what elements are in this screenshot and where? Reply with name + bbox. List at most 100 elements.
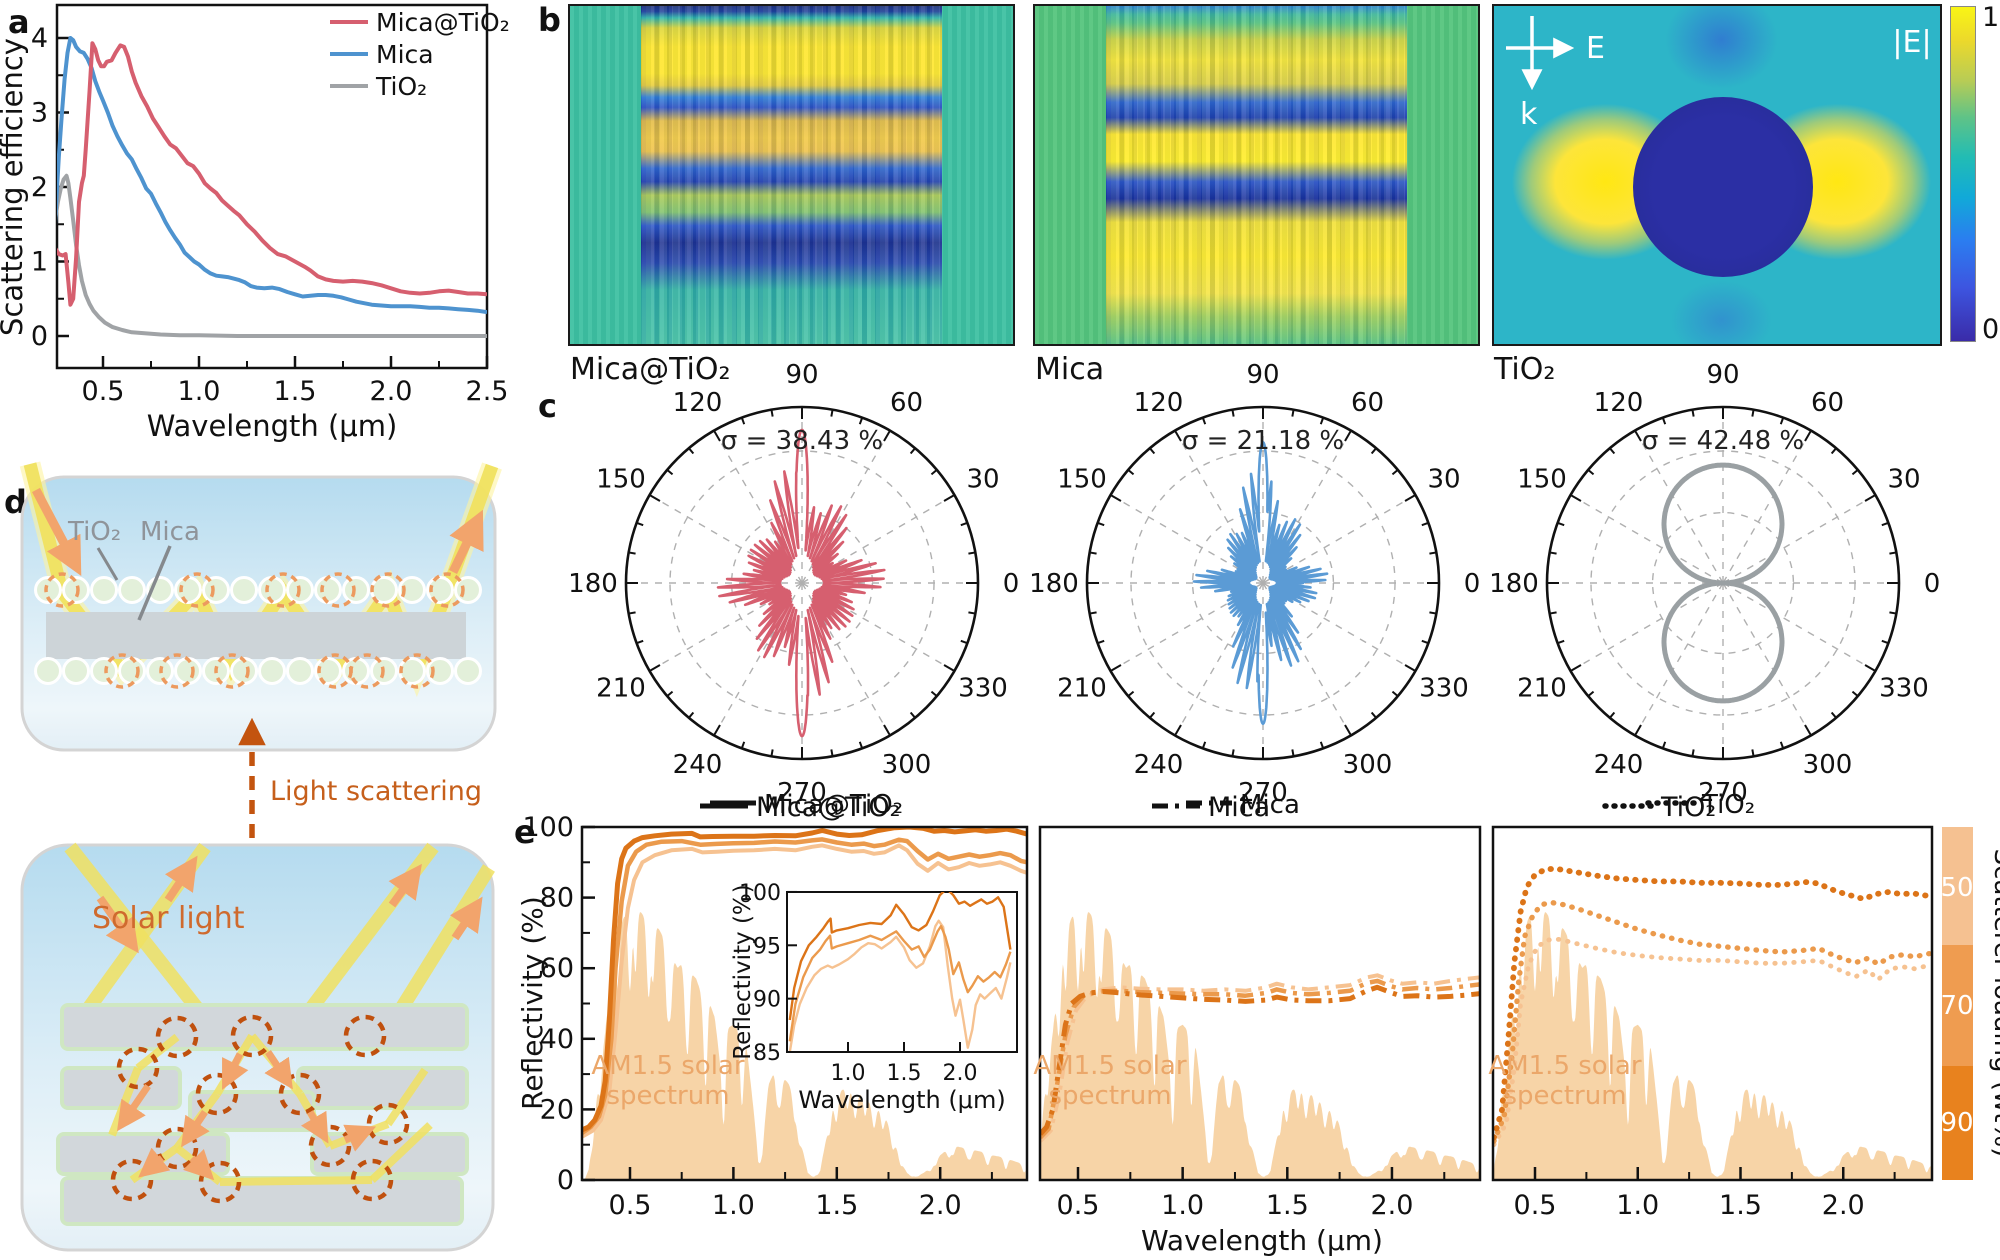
angle-label-300: 300 <box>1343 750 1393 780</box>
svg-text:2.0: 2.0 <box>943 1061 978 1086</box>
beam-direction-arrows <box>96 855 483 954</box>
svg-text:0: 0 <box>31 321 48 352</box>
angle-label-330: 330 <box>1419 674 1469 704</box>
panel-letter-b: b <box>538 1 561 39</box>
svg-text:1.0: 1.0 <box>1161 1190 1204 1221</box>
svg-text:100: 100 <box>739 881 781 906</box>
incident-light-arrow-icon <box>32 487 82 577</box>
angle-label-210: 210 <box>596 674 646 704</box>
svg-text:3: 3 <box>31 98 48 129</box>
colorbar-title: Scatterer loading (wt%) <box>1988 849 2000 1158</box>
am15-solar-spectrum <box>584 912 1026 1180</box>
am15-label: spectrum <box>1503 1081 1626 1111</box>
panel-legends: Mica@TiO₂ Mica TiO₂ <box>700 792 1716 823</box>
loading-70-swatch <box>1942 945 1973 1066</box>
plot-frame <box>1038 825 1482 1182</box>
svg-text:0.5: 0.5 <box>1057 1190 1100 1221</box>
angle-label-300: 300 <box>1803 750 1853 780</box>
svg-text:1.0: 1.0 <box>178 376 221 407</box>
reflectivity-curve-50 wt% <box>1040 973 1480 1143</box>
scatter-direction-arrows <box>117 1050 377 1181</box>
polar-plot-mica-tio2: 0 30 60 90 120 150 180 210 240 270 300 330 <box>568 360 1019 808</box>
legend-label-mica-tio2: Mica@TiO₂ <box>764 790 903 820</box>
polar-legend: Mica@TiO₂ Mica TiO₂ <box>710 790 1755 820</box>
field-stripes <box>1035 6 1478 344</box>
svg-text:90: 90 <box>753 988 781 1013</box>
am15-solar-spectrum <box>1493 912 1932 1180</box>
curve-Mica@TiO₂ <box>57 41 487 307</box>
k-vector-label: k <box>1520 97 1538 132</box>
angle-label-90: 90 <box>1246 360 1279 390</box>
loading-90-swatch <box>1942 1066 1973 1180</box>
angle-label-30: 30 <box>1427 465 1460 495</box>
angle-label-150: 150 <box>1057 465 1107 495</box>
panel-letter-c: c <box>538 387 557 425</box>
e-field-label: E <box>1586 31 1605 66</box>
svg-text:95: 95 <box>753 934 781 959</box>
angle-label-90: 90 <box>785 360 818 390</box>
pattern-TiO₂ <box>1661 462 1785 704</box>
polar-plot-tio2: 0 30 60 90 120 150 180 210 240 270 300 330 <box>1489 360 1940 808</box>
light-scattering-schematic: TiO₂ Mica Light scattering <box>19 461 502 1252</box>
angle-label-120: 120 <box>673 388 723 418</box>
angle-label-330: 330 <box>1879 674 1929 704</box>
field-magnitude-label: |E| <box>1892 25 1931 60</box>
legend-label-mica: Mica <box>1208 792 1270 823</box>
inset-x-axis-label: Wavelength (μm) <box>798 1086 1005 1114</box>
reflectivity-curve-70 wt% <box>582 837 1027 1136</box>
angle-label-60: 60 <box>1351 388 1384 418</box>
axis-ticks: 0.5 1.0 1.5 2.0 2.5 0 1 2 3 4 <box>31 23 509 407</box>
svg-text:2.0: 2.0 <box>919 1190 962 1221</box>
curve-TiO₂ <box>57 173 487 338</box>
exit-light-arrow-icon <box>448 509 484 574</box>
caption-tio2: TiO₂ <box>1494 352 1556 387</box>
angle-label-210: 210 <box>1517 674 1567 704</box>
svg-text:40: 40 <box>540 1024 574 1055</box>
reflectivity-inset: 85 90 95 100 1.0 1.5 2.0 Reflectivity (%) Wave… <box>730 881 1018 1114</box>
x-axis-label: Wavelength (μm) <box>147 409 398 443</box>
angle-label-120: 120 <box>1134 388 1184 418</box>
angle-label-240: 240 <box>673 750 723 780</box>
mica-pointer-label: Mica <box>140 517 200 547</box>
svg-text:1.0: 1.0 <box>1616 1190 1659 1221</box>
y-axis-label: Scattering efficiency <box>0 38 29 336</box>
inset-curve-70 wt% <box>788 924 1012 1042</box>
x-axis-label: Wavelength (μm) <box>1141 1224 1383 1257</box>
svg-text:1.5: 1.5 <box>274 376 317 407</box>
am15-label: AM1.5 solar <box>1033 1051 1186 1081</box>
scattering-efficiency-chart: 0.5 1.0 1.5 2.0 2.5 0 1 2 3 4 Wavelength (μm) Sca… <box>0 3 510 443</box>
reflectivity-plot-mica <box>1040 912 1480 1180</box>
am15-label: AM1.5 solar <box>1488 1051 1641 1081</box>
pattern-Mica@TiO₂ <box>716 428 886 738</box>
field-pattern <box>640 6 943 344</box>
angle-label-300: 300 <box>882 750 932 780</box>
legend-label-mica-tio2: Mica@TiO₂ <box>376 8 510 37</box>
inset-y-axis-label: Reflectivity (%) <box>730 884 756 1060</box>
panel-letter-d: d <box>4 483 27 521</box>
svg-text:1.5: 1.5 <box>887 1061 922 1086</box>
inset-ticks: 85 90 95 100 1.0 1.5 2.0 <box>739 881 978 1086</box>
svg-text:100: 100 <box>522 812 574 843</box>
angle-label-270: 270 <box>777 778 827 808</box>
svg-text:4: 4 <box>31 23 48 54</box>
angle-label-150: 150 <box>596 465 646 495</box>
tio2-pointer-line <box>96 547 119 581</box>
sigma-value-mica-tio2: σ = 38.43 % <box>721 426 883 456</box>
tio2-sphere <box>1633 97 1813 277</box>
reflectivity-curve-90 wt% <box>1040 984 1480 1136</box>
angle-label-120: 120 <box>1594 388 1644 418</box>
inset-curve-50 wt% <box>788 919 1012 1052</box>
scattering-curves <box>57 36 487 338</box>
angle-label-210: 210 <box>1057 674 1107 704</box>
reflectivity-curve-50 wt% <box>1493 936 1932 1148</box>
angle-label-30: 30 <box>966 465 999 495</box>
angle-label-60: 60 <box>1811 388 1844 418</box>
svg-text:2.0: 2.0 <box>1822 1190 1865 1221</box>
angle-label-0: 0 <box>1003 569 1020 599</box>
svg-text:60: 60 <box>540 953 574 984</box>
field-stripes <box>570 6 1013 344</box>
angle-label-240: 240 <box>1594 750 1644 780</box>
angle-label-180: 180 <box>1489 569 1539 599</box>
panel-letter-a: a <box>8 3 30 41</box>
